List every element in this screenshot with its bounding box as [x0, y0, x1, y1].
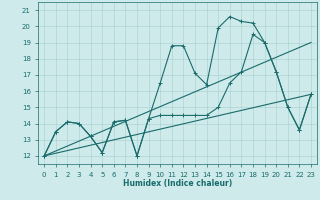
X-axis label: Humidex (Indice chaleur): Humidex (Indice chaleur) — [123, 179, 232, 188]
